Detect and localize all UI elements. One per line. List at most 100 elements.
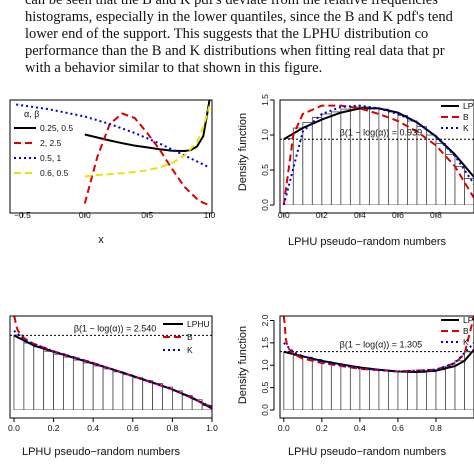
- x-tick-label: 0.8: [430, 423, 442, 433]
- histogram-bar: [82, 362, 94, 410]
- annotation-label: β(1 − log(α)) = 1.305: [340, 340, 422, 350]
- y-tick-label: 2.0: [260, 314, 270, 326]
- histogram-bar: [397, 371, 408, 410]
- histogram-bar: [454, 166, 465, 205]
- y-tick-label: 0.5: [260, 164, 270, 176]
- histogram-bar: [13, 334, 25, 410]
- legend-label: K: [463, 123, 469, 133]
- x-tick-label: 0.6: [127, 423, 139, 433]
- histogram-bar: [311, 117, 323, 205]
- x-axis-title: x: [98, 234, 104, 246]
- histogram-bar: [102, 368, 114, 410]
- plot-frame: [279, 99, 474, 214]
- histogram-bar: [340, 108, 351, 205]
- x-tick-label: −0.5: [14, 210, 31, 220]
- histogram-bar: [72, 359, 84, 410]
- x-tick-label: 0.2: [316, 423, 328, 433]
- histogram-bar: [302, 356, 313, 410]
- legend-label: LPHU: [463, 101, 474, 111]
- series-line-K: [283, 342, 474, 373]
- legend-label: 0.5, 1: [40, 153, 62, 163]
- histogram-bar: [330, 363, 342, 410]
- series-line-B: [282, 104, 474, 205]
- x-tick-label: 0.4: [354, 423, 366, 433]
- histogram-bar: [292, 354, 304, 410]
- histogram-bar: [330, 111, 342, 205]
- histogram-bar: [23, 342, 35, 410]
- legend-label: K: [463, 337, 469, 347]
- y-axis-title: Density function: [237, 326, 249, 404]
- chart-panel-bottom-left: β(1 − log(α)) = 2.540 0.0 0.2 0.4 0.6 0.8 1.0 L…: [8, 315, 218, 458]
- series-line-K: [282, 104, 474, 205]
- histogram-bar: [53, 353, 64, 410]
- histogram-bar: [112, 371, 124, 410]
- y-tick-label: 1.0: [260, 129, 270, 141]
- histogram-bar: [132, 377, 144, 410]
- histogram-bar: [445, 365, 456, 410]
- paragraph-line: can be seen that the B and K pdf's devia…: [25, 0, 438, 8]
- histogram-bar: [311, 359, 323, 410]
- legend-label: B: [463, 326, 469, 336]
- paragraph-line: with a behavior similar to that shown in…: [25, 60, 323, 76]
- series-line-2-2-5: [83, 112, 210, 205]
- legend-label: 0.25, 0.5: [40, 123, 73, 133]
- x-tick-label: 0.2: [48, 423, 60, 433]
- histogram-bar: [43, 350, 54, 410]
- x-tick-label: 1.0: [206, 423, 218, 433]
- histogram-bar: [321, 113, 332, 205]
- series-line-K: [13, 329, 212, 409]
- y-tick-label: 1.5: [260, 94, 270, 106]
- histogram-bar: [33, 346, 45, 410]
- x-tick-label: 0.4: [354, 210, 366, 220]
- x-axis-title: LPHU pseudo−random numbers: [288, 446, 447, 458]
- plot-area: [280, 104, 474, 205]
- histogram-bar: [407, 371, 418, 410]
- histogram-bar: [454, 360, 465, 410]
- y-tick-label: 1.0: [260, 359, 270, 371]
- paragraph-line: lower end of the support. This suggests …: [25, 26, 429, 42]
- histogram-bar: [122, 374, 134, 410]
- x-tick-label: 0.8: [430, 210, 442, 220]
- histogram-bar: [349, 366, 361, 410]
- legend-label: B: [187, 332, 193, 342]
- histogram-bar: [349, 106, 361, 205]
- plot-area: [16, 99, 211, 205]
- x-tick-label: 1.0: [204, 210, 216, 220]
- y-tick-label: 1.5: [260, 337, 270, 349]
- series-line-B: [282, 315, 474, 373]
- annotation-label: β(1 − log(α)) = 0.939: [340, 127, 422, 137]
- histogram-bar: [368, 107, 380, 205]
- legend-label: 0.6, 0.5: [40, 168, 69, 178]
- histogram-bar: [321, 361, 332, 410]
- plot-area: [280, 315, 474, 410]
- x-tick-label: 0.8: [166, 423, 178, 433]
- plot-frame: [9, 315, 213, 419]
- legend-label: B: [463, 112, 469, 122]
- histogram-bar: [340, 364, 351, 410]
- y-tick-label: 0.0: [260, 199, 270, 211]
- chart-panel-bottom-right: β(1 − log(α)) = 1.305 0.0 0.2 0.4 0.6 0.8 LPHU…: [237, 314, 474, 458]
- x-tick-label: 0.5: [141, 210, 153, 220]
- histogram-bar: [152, 383, 163, 410]
- histogram-bar: [435, 142, 446, 205]
- paragraph-line: histograms, especially in the lower quan…: [25, 9, 453, 25]
- plot-area: [10, 315, 212, 410]
- y-tick-label: 0.0: [260, 404, 270, 416]
- legend-label: K: [187, 345, 193, 355]
- x-tick-label: 0.4: [87, 423, 99, 433]
- histogram-bar: [388, 371, 399, 410]
- x-axis-title: LPHU pseudo−random numbers: [22, 446, 181, 458]
- histogram-bar: [302, 122, 313, 205]
- y-tick-label: 0.5: [260, 381, 270, 393]
- histogram-bar: [142, 380, 153, 410]
- histogram-bar: [378, 108, 389, 205]
- histogram-bar: [464, 177, 474, 205]
- x-tick-label: 0.6: [392, 210, 404, 220]
- histogram-bar: [92, 365, 104, 410]
- histogram-bar: [445, 154, 456, 205]
- x-tick-label: 0.0: [8, 423, 20, 433]
- series-line-0-6-0-5: [84, 105, 211, 178]
- legend-label: LPHU: [187, 319, 210, 329]
- series-line-B: [13, 315, 212, 409]
